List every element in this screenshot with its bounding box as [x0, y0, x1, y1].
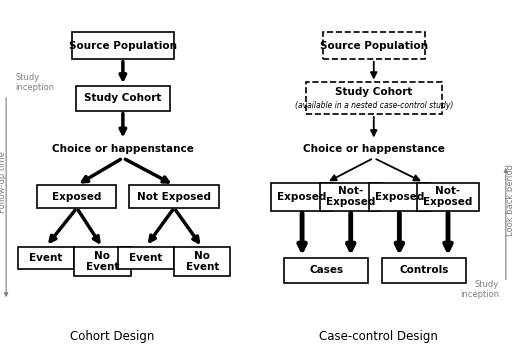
Bar: [174, 247, 230, 276]
Text: Event: Event: [129, 253, 163, 263]
Bar: [417, 183, 479, 211]
Text: Cases: Cases: [309, 265, 343, 275]
Bar: [72, 33, 174, 59]
Bar: [369, 183, 430, 211]
Text: Source Population: Source Population: [69, 41, 177, 51]
Bar: [381, 258, 466, 283]
Text: Study
inception: Study inception: [15, 73, 54, 92]
Text: Study Cohort: Study Cohort: [84, 93, 162, 103]
Text: Exposed: Exposed: [375, 192, 424, 201]
Bar: [37, 185, 116, 208]
Bar: [271, 183, 333, 211]
Text: Event: Event: [29, 253, 63, 263]
Text: Controls: Controls: [399, 265, 449, 275]
Bar: [18, 246, 74, 270]
Bar: [76, 86, 170, 111]
Text: Choice or happenstance: Choice or happenstance: [52, 144, 194, 154]
Text: Study
inception: Study inception: [460, 280, 499, 299]
Bar: [320, 183, 381, 211]
Text: No
Event: No Event: [86, 251, 119, 272]
Text: Exposed: Exposed: [52, 192, 101, 201]
Text: Cohort Design: Cohort Design: [71, 330, 155, 344]
Text: Source Population: Source Population: [320, 41, 428, 51]
Text: Follow-up time: Follow-up time: [0, 152, 7, 213]
Text: Study Cohort: Study Cohort: [335, 87, 413, 97]
Text: Exposed: Exposed: [278, 192, 327, 201]
Text: Not Exposed: Not Exposed: [137, 192, 211, 201]
Bar: [130, 185, 219, 208]
Bar: [118, 246, 174, 270]
Text: Not-
Exposed: Not- Exposed: [326, 186, 375, 207]
Text: Not-
Exposed: Not- Exposed: [423, 186, 473, 207]
Text: Case-control Design: Case-control Design: [319, 330, 438, 344]
Bar: [74, 247, 131, 276]
Text: Choice or happenstance: Choice or happenstance: [303, 144, 445, 154]
Text: (available in a nested case-control study): (available in a nested case-control stud…: [294, 101, 453, 110]
Bar: [306, 82, 441, 114]
Bar: [323, 33, 425, 59]
Text: Look back period: Look back period: [506, 164, 512, 236]
Bar: [284, 258, 369, 283]
Text: No
Event: No Event: [185, 251, 219, 272]
